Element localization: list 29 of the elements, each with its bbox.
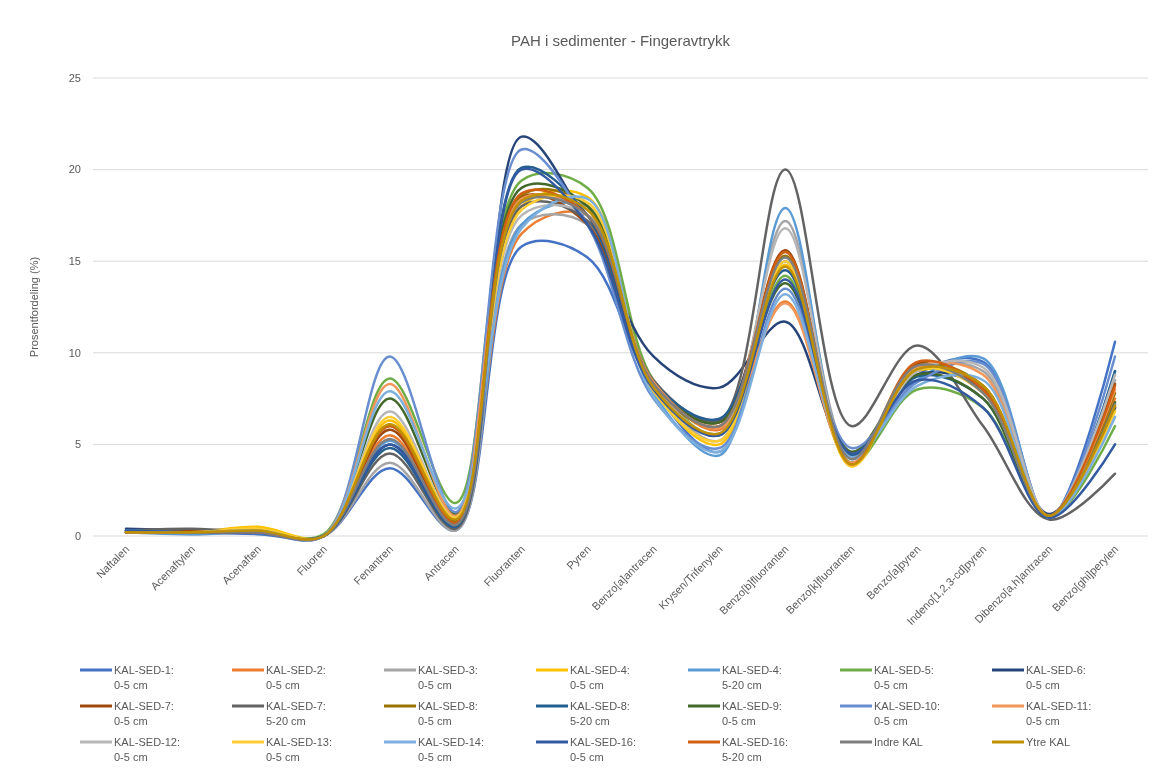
y-tick-label: 25 (68, 71, 81, 84)
legend-label: KAL-SED-8: 5-20 cm (570, 699, 630, 727)
y-tick-label: 15 (68, 255, 81, 268)
legend-label: KAL-SED-12: 0-5 cm (114, 735, 181, 763)
y-tick-label: 0 (74, 529, 81, 542)
y-tick-label: 10 (68, 346, 81, 359)
legend-label: KAL-SED-8: 0-5 cm (418, 699, 478, 727)
legend-label: KAL-SED-5: 0-5 cm (874, 663, 934, 691)
legend-label: KAL-SED-7: 0-5 cm (114, 699, 174, 727)
chart-title: PAH i sedimenter - Fingeravtrykk (511, 32, 731, 49)
legend-label: Ytre KAL (1026, 735, 1071, 748)
y-tick-label: 20 (68, 163, 81, 176)
legend-label: KAL-SED-14: 0-5 cm (418, 735, 485, 763)
y-axis-title: Prosentfordeling (%) (28, 256, 40, 358)
legend-label: KAL-SED-16: 0-5 cm (570, 735, 637, 763)
y-tick-label: 5 (74, 438, 81, 451)
legend-label: KAL-SED-13: 0-5 cm (266, 735, 333, 763)
legend-label: KAL-SED-11: 0-5 cm (1026, 699, 1092, 727)
legend-label: KAL-SED-4: 0-5 cm (570, 663, 630, 691)
legend-label: KAL-SED-4: 5-20 cm (722, 663, 782, 691)
legend-label: KAL-SED-6: 0-5 cm (1026, 663, 1086, 691)
legend-label: KAL-SED-10: 0-5 cm (874, 699, 941, 727)
legend-label: KAL-SED-7: 5-20 cm (266, 699, 326, 727)
legend-label: KAL-SED-16: 5-20 cm (722, 735, 789, 763)
legend-label: KAL-SED-3: 0-5 cm (418, 663, 478, 691)
legend-label: KAL-SED-9: 0-5 cm (722, 699, 782, 727)
legend-label: KAL-SED-1: 0-5 cm (114, 663, 174, 691)
legend-label: KAL-SED-2: 0-5 cm (266, 663, 326, 691)
legend-label: Indre KAL (874, 735, 923, 748)
